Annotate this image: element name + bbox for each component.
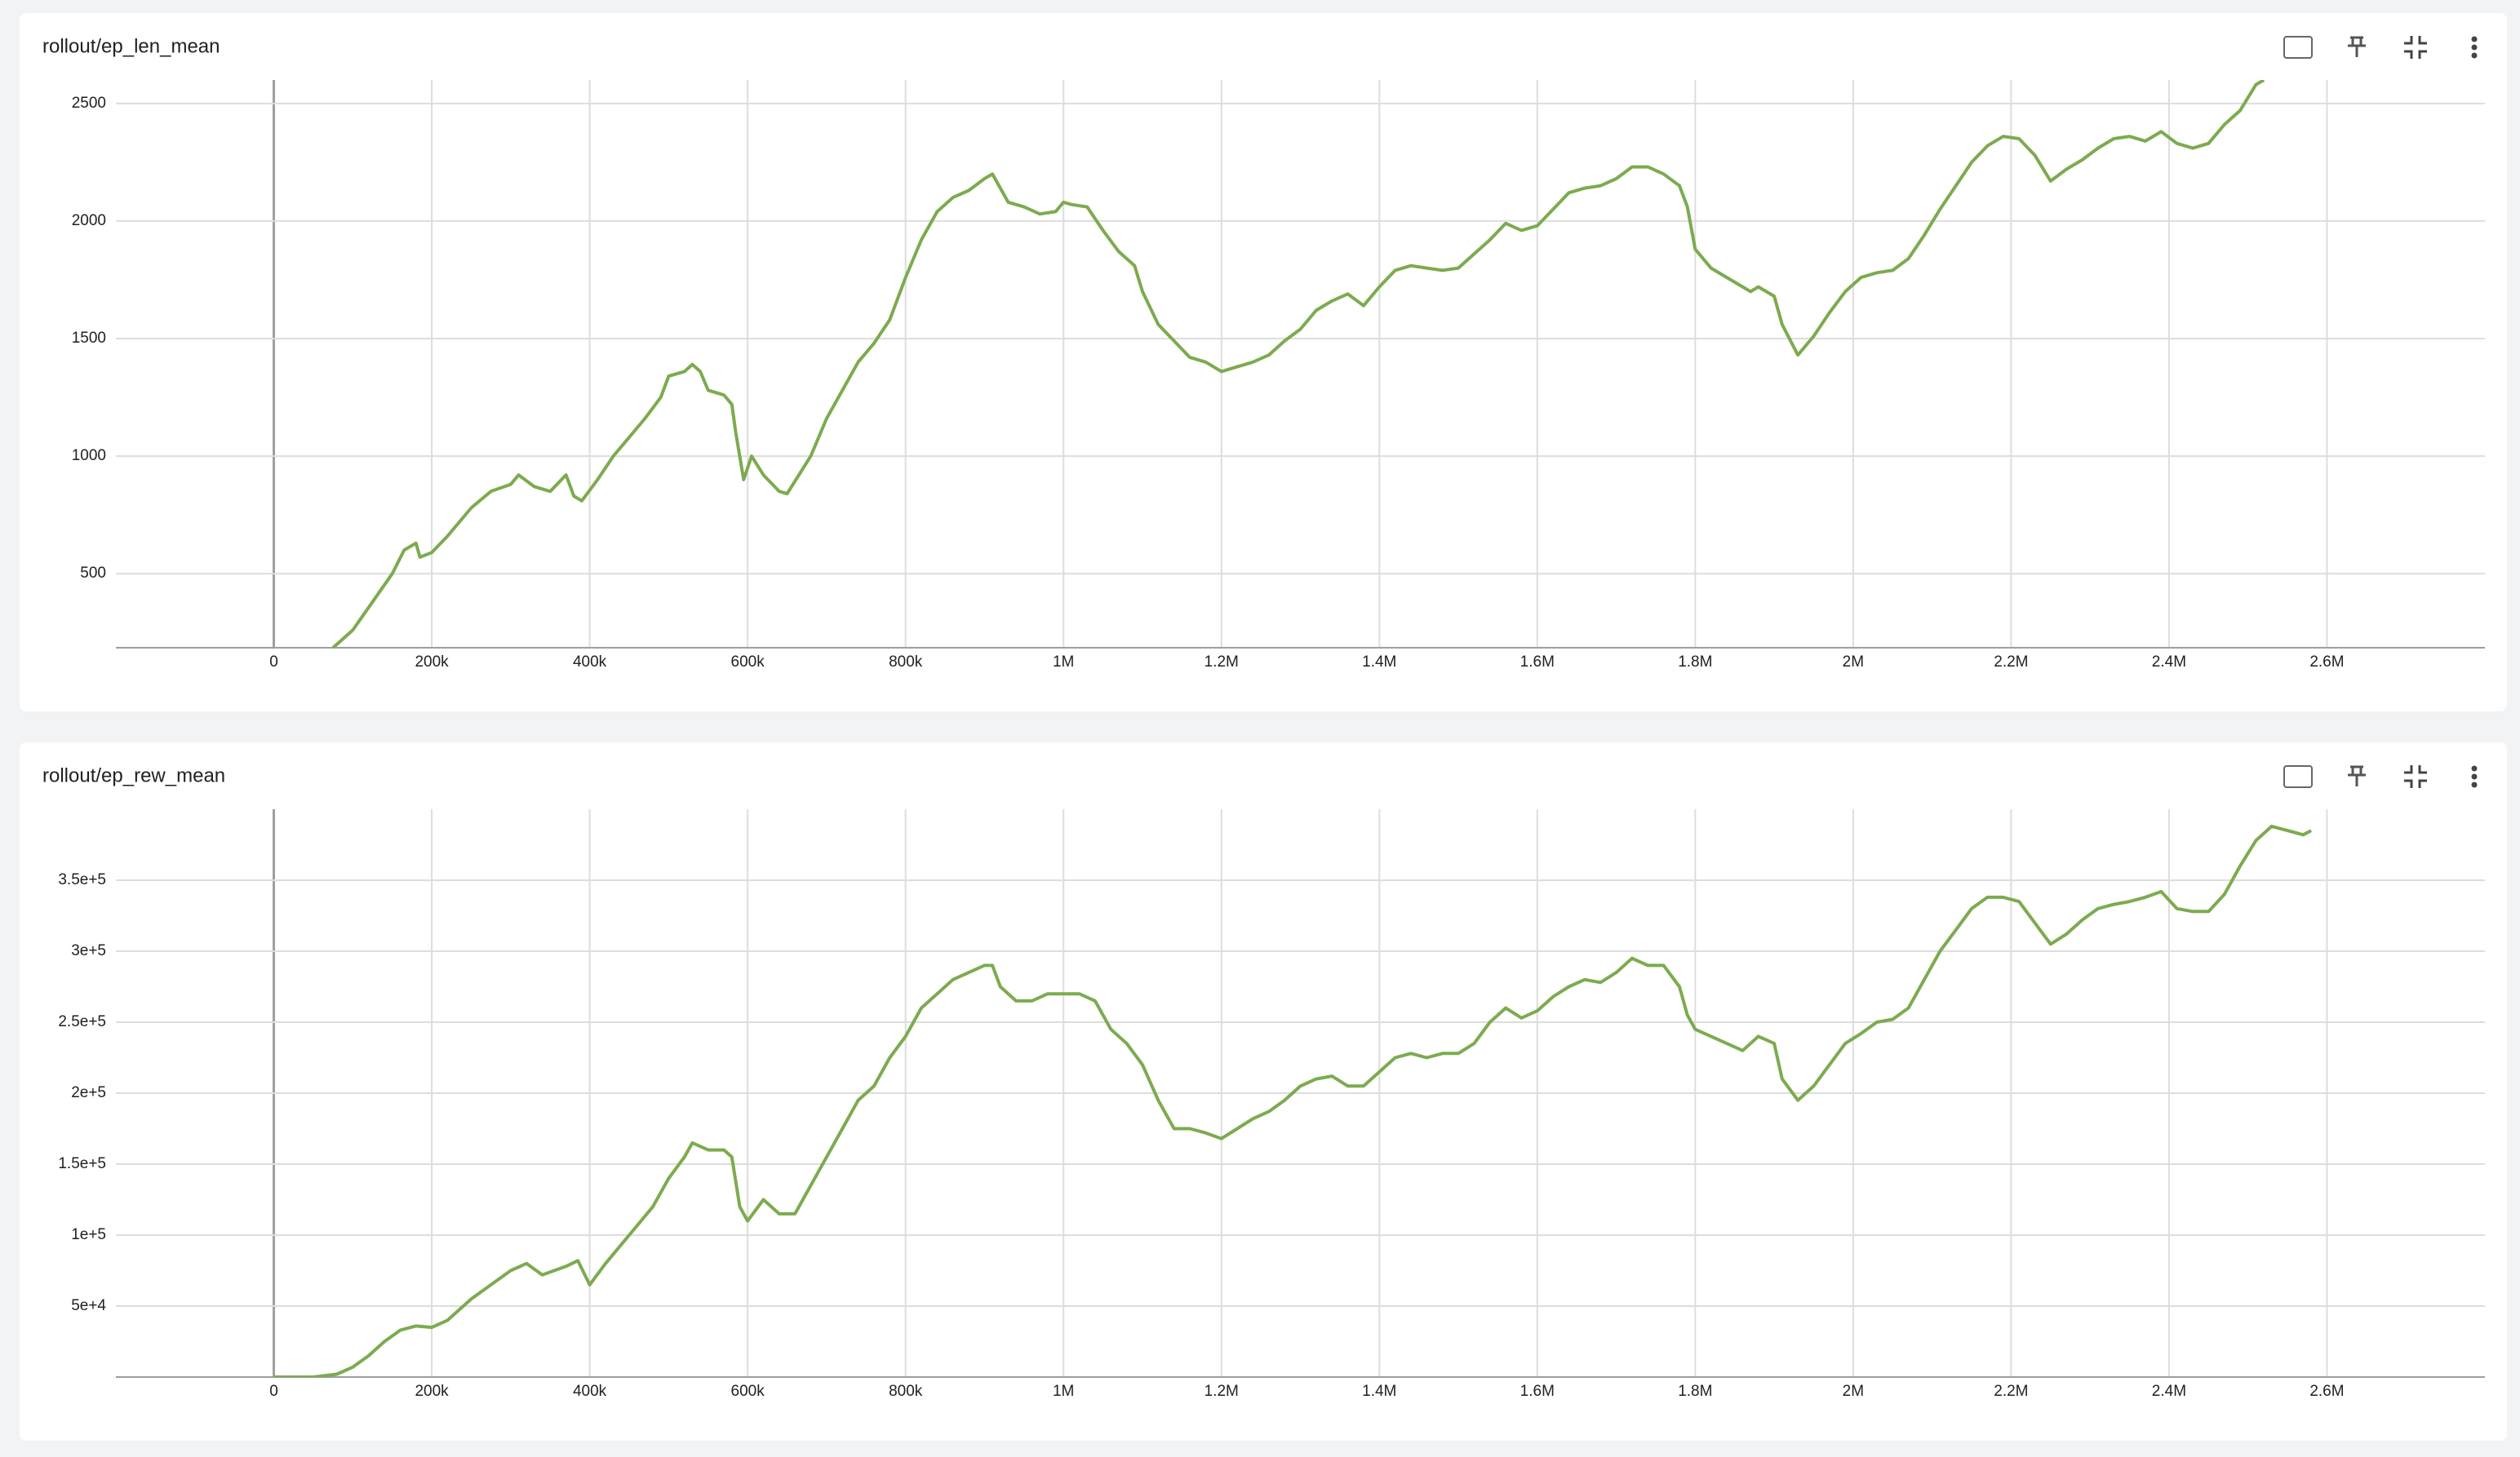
menu-button-dot[interactable] xyxy=(2471,52,2478,59)
x-tick-label: 2M xyxy=(1843,653,1864,671)
x-tick-label: 1.2M xyxy=(1205,1383,1239,1400)
x-tick-label: 200k xyxy=(415,1383,449,1400)
series xyxy=(273,824,2313,1377)
plot: 0 200k 400k 600k 800k 1M 1.2M 1.4M 1.6M 1.8M 2M 2.2… xyxy=(72,80,2485,671)
x-tick-label: 1.8M xyxy=(1678,653,1712,671)
y-tick-label: 1000 xyxy=(72,447,106,464)
fit-domain-button[interactable] xyxy=(2283,36,2313,59)
y-tick-label: 2500 xyxy=(72,95,106,112)
x-tick-label: 600k xyxy=(731,1383,765,1400)
card xyxy=(20,742,2507,1441)
x-tick-label: 800k xyxy=(889,1383,923,1400)
x-tick-label: 2.2M xyxy=(1994,653,2028,671)
collapse-button[interactable] xyxy=(2404,765,2427,788)
menu-button-dot[interactable] xyxy=(2471,782,2478,788)
y-tick-label: 2000 xyxy=(72,212,106,229)
collapse-button[interactable] xyxy=(2404,36,2427,59)
y-tick-label: 1500 xyxy=(72,330,106,347)
card-title: rollout/ep_len_mean xyxy=(42,35,220,57)
y-tick-label: 2e+5 xyxy=(71,1084,106,1101)
x-tick-label: 2.6M xyxy=(2309,1383,2344,1400)
y-tick-label: 3.5e+5 xyxy=(58,871,106,888)
y-tick-label: 1.5e+5 xyxy=(58,1155,106,1172)
menu-button-dot[interactable] xyxy=(2471,44,2478,51)
x-tick-label: 2.2M xyxy=(1994,1383,2028,1400)
y-tick-label: 500 xyxy=(80,565,106,582)
x-tick-label: 1.4M xyxy=(1362,1383,1396,1400)
x-tick-label: 2.4M xyxy=(2152,653,2186,671)
x-tick-label: 1.6M xyxy=(1520,653,1555,671)
x-tick-label: 0 xyxy=(269,1383,278,1400)
menu-button-dot[interactable] xyxy=(2471,773,2478,780)
x-tick-label: 2.6M xyxy=(2309,653,2344,671)
y-tick-label: 5e+4 xyxy=(71,1297,106,1314)
plot: 0 200k 400k 600k 800k 1M 1.2M 1.4M 1.6M 1.8M 2M 2.2… xyxy=(58,809,2485,1400)
pin-button[interactable] xyxy=(2348,36,2366,57)
data-line xyxy=(331,80,2265,648)
data-line xyxy=(273,824,2313,1377)
pin-button[interactable] xyxy=(2348,765,2366,786)
x-tick-label: 1.2M xyxy=(1205,653,1239,671)
x-tick-label: 200k xyxy=(415,653,449,671)
x-tick-label: 400k xyxy=(573,1383,607,1400)
series xyxy=(331,80,2265,648)
x-tick-label: 1.4M xyxy=(1362,653,1396,671)
y-tick-label: 1e+5 xyxy=(71,1226,106,1243)
x-tick-label: 600k xyxy=(731,653,765,671)
x-tick-label: 1M xyxy=(1053,1383,1074,1400)
y-tick-label: 2.5e+5 xyxy=(58,1013,106,1030)
x-tick-label: 1.8M xyxy=(1678,1383,1712,1400)
menu-button-dot[interactable] xyxy=(2471,36,2478,42)
card-title: rollout/ep_rew_mean xyxy=(42,764,225,786)
fit-domain-button[interactable] xyxy=(2283,765,2313,788)
x-tick-label: 1M xyxy=(1053,653,1074,671)
y-tick-label: 3e+5 xyxy=(71,942,106,959)
x-tick-label: 2.4M xyxy=(2152,1383,2186,1400)
x-tick-label: 800k xyxy=(889,653,923,671)
x-tick-label: 0 xyxy=(269,653,278,671)
card xyxy=(20,13,2507,711)
menu-button-dot[interactable] xyxy=(2471,765,2478,772)
x-tick-label: 2M xyxy=(1843,1383,1864,1400)
x-tick-label: 1.6M xyxy=(1520,1383,1555,1400)
x-tick-label: 400k xyxy=(573,653,607,671)
